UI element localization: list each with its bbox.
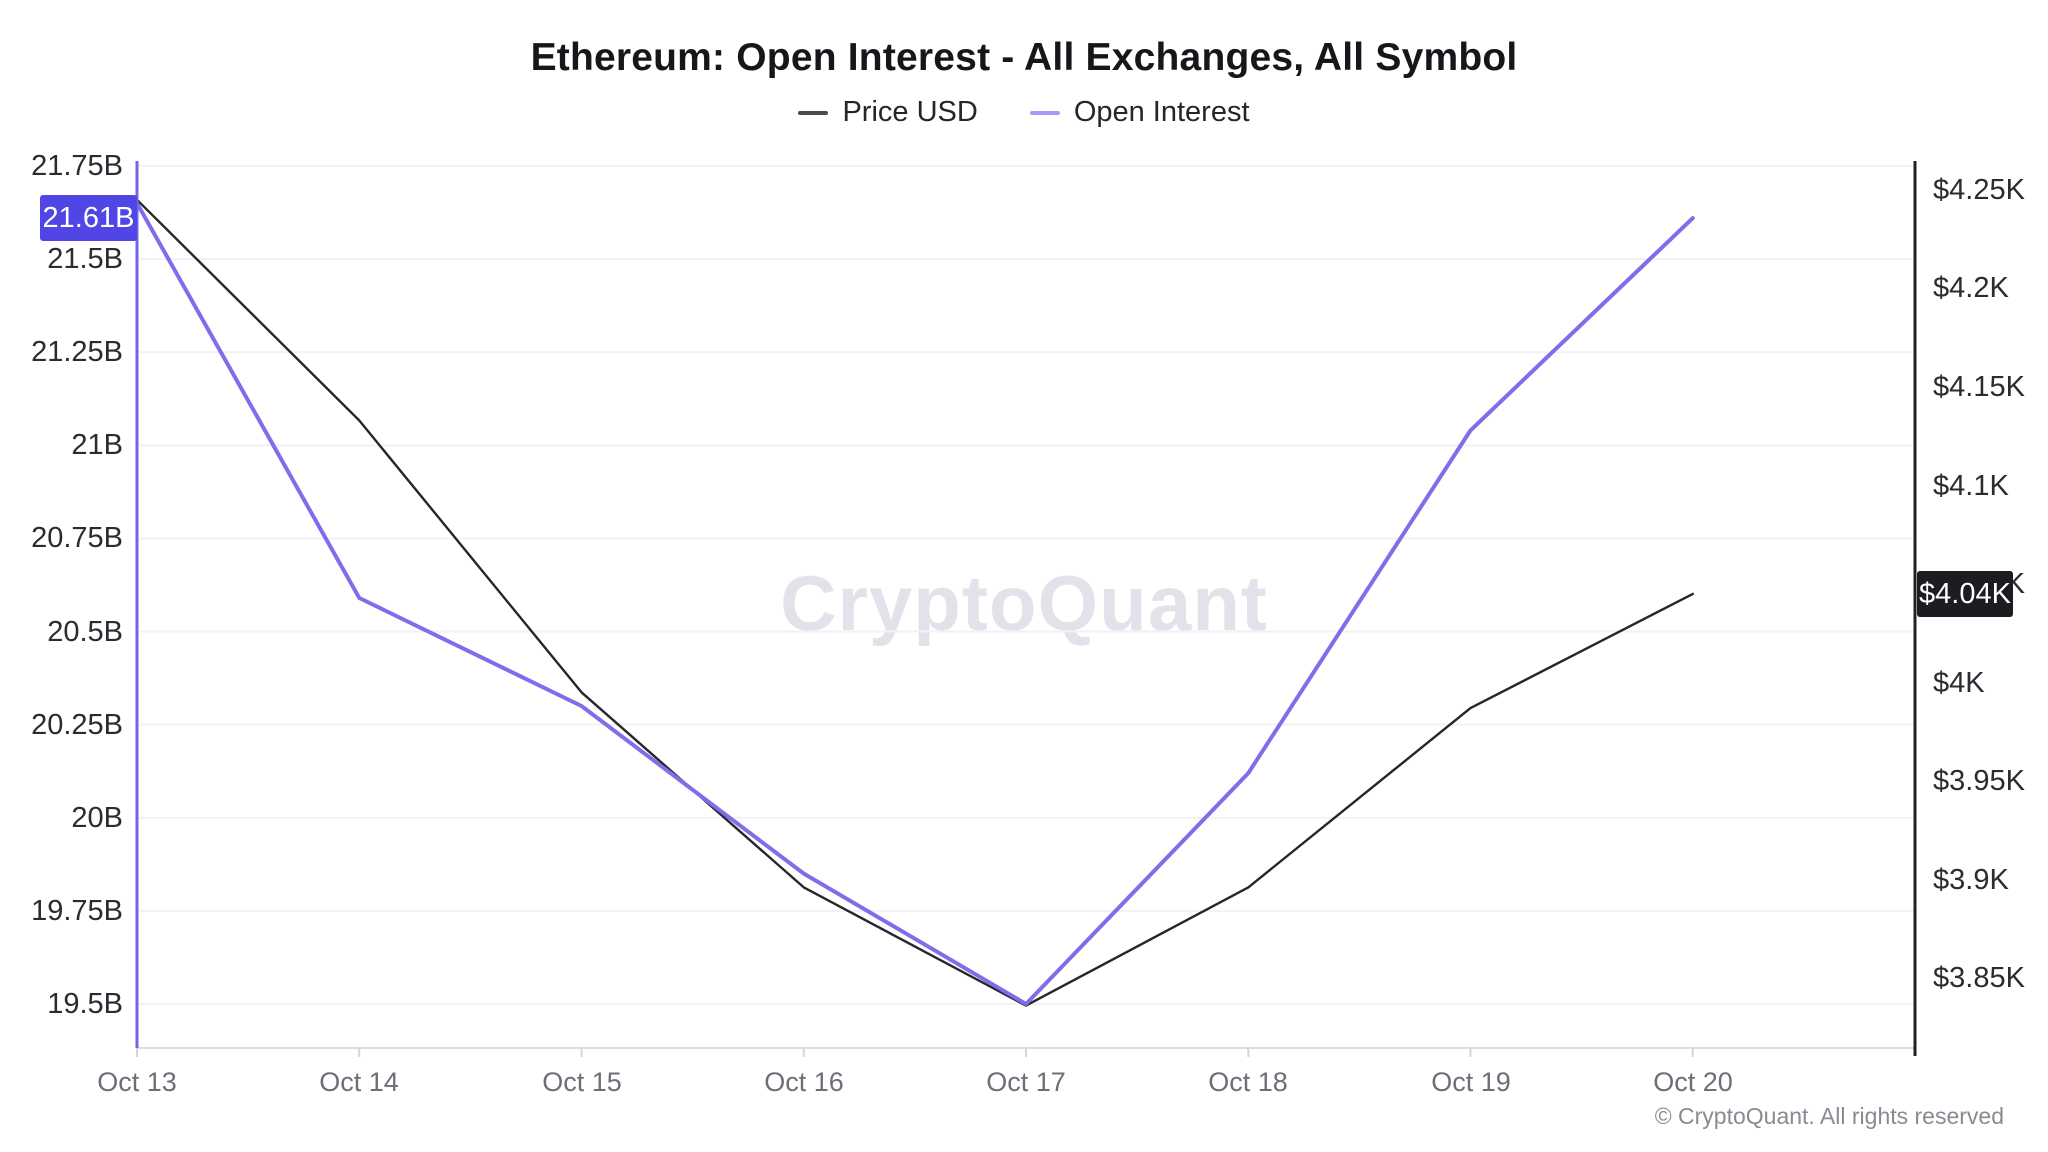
x-axis-tick-label: Oct 15	[542, 1067, 622, 1097]
open-interest-legend-swatch	[1029, 110, 1060, 115]
right-axis-tick-label: $3.9K	[1933, 864, 2009, 896]
left-axis-tick-label: 20B	[71, 802, 123, 834]
chart-title: Ethereum: Open Interest - All Exchanges,…	[530, 36, 1518, 79]
x-axis-tick-label: Oct 13	[97, 1067, 177, 1097]
right-axis-tick-label: $4.15K	[1933, 371, 2025, 403]
left-axis-tick-label: 20.5B	[47, 616, 123, 648]
price-last-value-badge: $4.04K	[1917, 571, 2013, 617]
left-axis-tick-label: 21B	[71, 429, 123, 461]
left-axis-tick-label: 21.25B	[31, 336, 123, 368]
left-axis-tick-label: 19.75B	[31, 895, 123, 927]
copyright-notice: © CryptoQuant. All rights reserved	[1654, 1103, 2004, 1129]
left-axis-tick-label: 21.75B	[31, 150, 123, 182]
price-usd-line	[135, 198, 1695, 1007]
left-axis-tick-label: 19.5B	[47, 988, 123, 1020]
price-usd-legend-swatch	[798, 110, 829, 115]
right-axis-tick-label: $4.25K	[1933, 174, 2025, 206]
open-interest-last-value-badge: 21.61B	[40, 195, 137, 241]
right-axis-tick-label: $3.85K	[1933, 962, 2025, 994]
x-axis-tick-label: Oct 17	[986, 1067, 1066, 1097]
x-axis-tick-label: Oct 20	[1653, 1067, 1733, 1097]
open-interest-line	[135, 201, 1695, 1006]
legend-item-open-interest[interactable]: Open Interest	[1029, 96, 1250, 129]
legend-label-price-usd: Price USD	[842, 96, 978, 128]
x-axis-tick-label: Oct 14	[319, 1067, 399, 1097]
x-axis-tick-label: Oct 19	[1431, 1067, 1511, 1097]
legend-item-price-usd[interactable]: Price USD	[798, 96, 978, 129]
right-axis-tick-label: $3.95K	[1933, 765, 2025, 797]
left-axis-tick-label: 21.5B	[47, 243, 123, 275]
left-axis-tick-label: 20.25B	[31, 709, 123, 741]
x-axis-tick-label: Oct 18	[1208, 1067, 1288, 1097]
legend: Price USD Open Interest	[0, 96, 2048, 129]
x-axis-tick-label: Oct 16	[764, 1067, 844, 1097]
left-axis-tick-label: 20.75B	[31, 522, 123, 554]
right-axis-tick-label: $4.1K	[1933, 470, 2009, 502]
legend-label-open-interest: Open Interest	[1073, 96, 1250, 128]
right-axis-tick-label: $4.2K	[1933, 272, 2009, 304]
right-axis-tick-label: $4K	[1933, 667, 1985, 699]
